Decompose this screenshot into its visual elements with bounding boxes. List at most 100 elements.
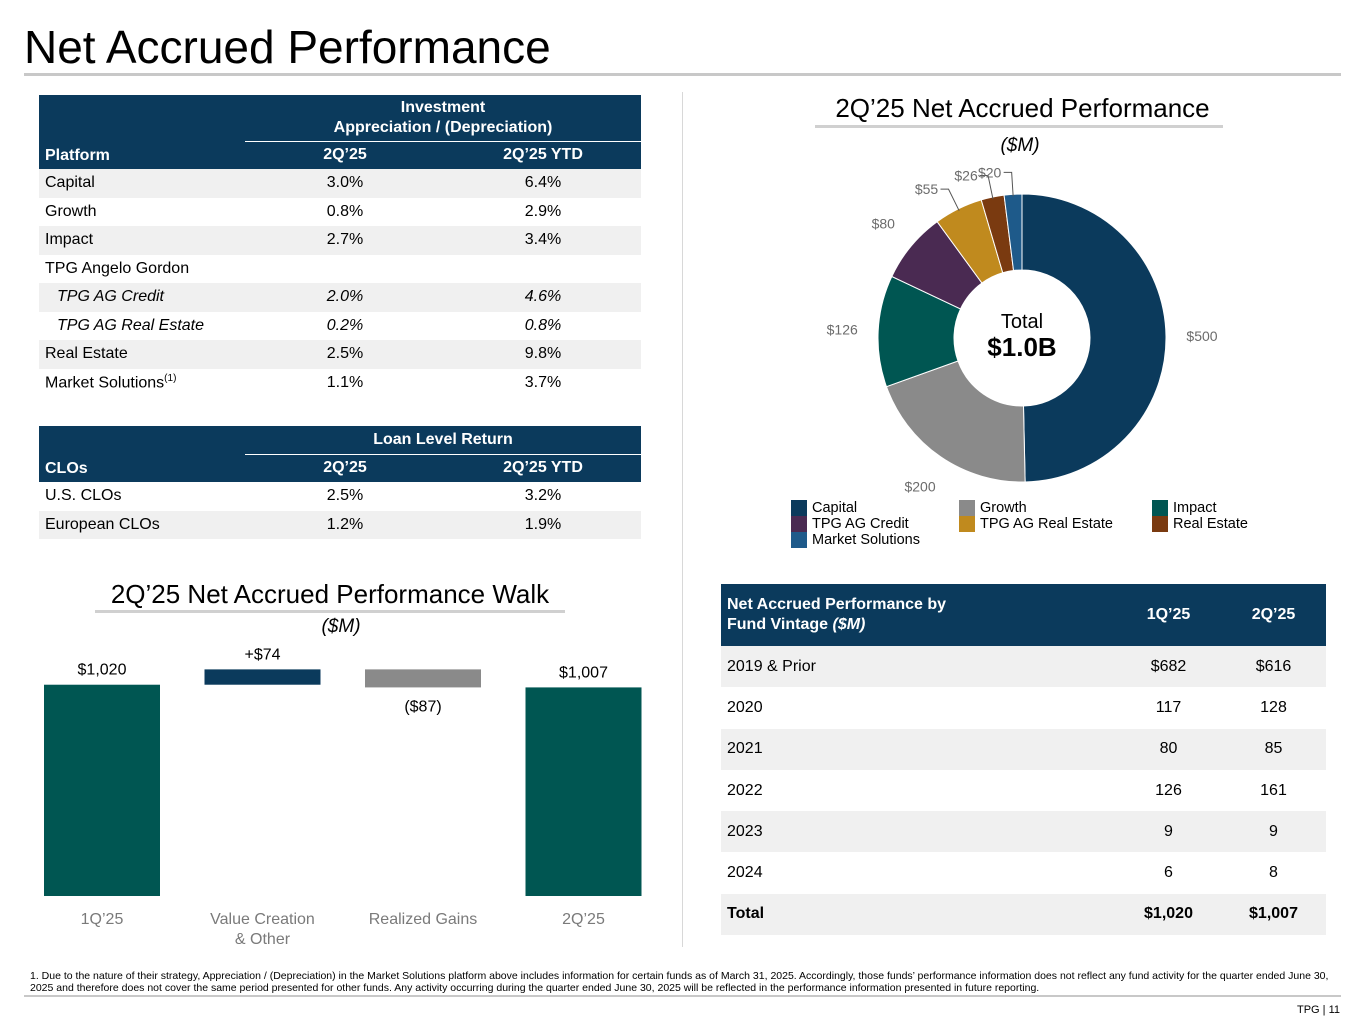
donut-value-label: $126 xyxy=(827,321,858,337)
legend-swatch xyxy=(959,500,975,516)
row-q1: 6 xyxy=(1164,864,1173,882)
legend-label: Real Estate xyxy=(1173,516,1248,532)
table-row: Real Estate 2.5% 9.8% xyxy=(39,340,641,369)
row-ytd: 3.2% xyxy=(524,487,562,505)
table-row: TPG Angelo Gordon xyxy=(39,255,641,284)
row-q2: $1,007 xyxy=(1221,893,1326,936)
row-label: 2020 xyxy=(727,698,763,716)
row-label: Market Solutions(1) xyxy=(39,369,245,398)
clo-return-table: Loan Level Return CLOs 2Q’25 2Q’25 YTD U… xyxy=(39,426,641,539)
footnote-marker: (1) xyxy=(164,373,177,385)
row-ytd: 9.8% xyxy=(445,340,641,369)
row-ytd: 4.6% xyxy=(445,283,641,312)
col-header-q: 2Q’25 xyxy=(245,454,445,482)
row-ytd xyxy=(445,255,641,284)
table-row-total: Total $1,020 $1,007 xyxy=(721,893,1326,936)
fund-vintage-table: Net Accrued Performance by Fund Vintage … xyxy=(721,584,1326,936)
row-q2: 8 xyxy=(1269,864,1278,882)
donut-value-label: $200 xyxy=(904,478,935,494)
row-ytd: 1.9% xyxy=(445,510,641,539)
table-row: 2021 80 85 xyxy=(721,728,1326,770)
row-label: Impact xyxy=(39,226,245,255)
table-row: 2024 6 8 xyxy=(721,852,1326,893)
walk-value-label: $1,007 xyxy=(559,664,608,681)
donut-slice-growth xyxy=(885,360,1026,483)
donut-value-label: $80 xyxy=(872,215,896,231)
walk-value-label: +$74 xyxy=(244,646,280,663)
row-label: 2023 xyxy=(721,811,1116,853)
walk-bar-1q-25 xyxy=(44,684,160,896)
walk-category-label: 1Q’25 xyxy=(81,911,124,928)
walk-value-label: $1,020 xyxy=(78,662,127,679)
row-q1: $682 xyxy=(1116,646,1221,688)
col-header-q: 2Q’25 xyxy=(245,141,445,169)
table-row: U.S. CLOs 2.5% 3.2% xyxy=(39,482,641,511)
legend-item-real-estate: Real Estate xyxy=(1152,516,1248,532)
donut-unit: ($M) xyxy=(1000,135,1040,156)
walk-bar-2q-25 xyxy=(525,687,642,896)
donut-leader-line xyxy=(940,188,960,211)
col-header-ytd: 2Q’25 YTD xyxy=(445,454,641,482)
donut-value-label: $26 xyxy=(954,168,978,184)
table-row: Market Solutions(1) 1.1% 3.7% xyxy=(39,369,641,398)
table-row: 2022 126 161 xyxy=(721,770,1326,811)
table-header-blank xyxy=(39,95,245,141)
legend-item-ag-real-estate: TPG AG Real Estate xyxy=(959,516,1113,532)
footer-divider xyxy=(24,995,1341,997)
table-row: 2020 117 128 xyxy=(721,687,1326,728)
row-q2: 128 xyxy=(1260,698,1287,716)
row-q xyxy=(245,255,445,284)
row-q: 0.8% xyxy=(326,202,364,220)
walk-chart: $1,020 +$74 ($87) $1,007 1Q’25 Value Creatio… xyxy=(44,646,642,948)
donut-title-rule xyxy=(815,125,1223,128)
row-q: 2.0% xyxy=(245,283,445,312)
row-ytd: 3.4% xyxy=(445,226,641,255)
legend-swatch xyxy=(1152,516,1168,532)
walk-title-rule xyxy=(95,610,565,613)
legend-item-impact: Impact xyxy=(1152,500,1217,516)
col-header-q2: 2Q’25 xyxy=(1221,584,1326,646)
table-row: 2023 9 9 xyxy=(721,811,1326,853)
legend-item-ag-credit: TPG AG Credit xyxy=(791,516,909,532)
donut-slice-market-solutions xyxy=(1003,193,1023,272)
row-q1: 117 xyxy=(1155,698,1182,716)
donut-slice-capital xyxy=(1021,193,1167,483)
row-label: Growth xyxy=(45,202,97,220)
row-label: TPG AG Real Estate xyxy=(57,316,205,334)
legend-swatch xyxy=(791,532,807,548)
row-q: 0.2% xyxy=(326,316,364,334)
col-header-q1: 1Q’25 xyxy=(1116,584,1221,646)
donut-center-label: Total xyxy=(1001,311,1043,333)
donut-value-label: $20 xyxy=(978,164,1002,180)
legend-label: TPG AG Real Estate xyxy=(980,516,1113,532)
walk-bar-realized-gains xyxy=(365,669,481,688)
row-ytd: 3.7% xyxy=(524,373,562,391)
row-q2: $616 xyxy=(1221,646,1326,688)
legend-label: Impact xyxy=(1173,500,1217,516)
investment-appreciation-table: Investment Appreciation / (Depreciation)… xyxy=(39,95,641,397)
row-q1: 126 xyxy=(1155,781,1182,799)
col-header-platform: Platform xyxy=(39,141,245,169)
legend-swatch xyxy=(959,516,975,532)
legend-label: TPG AG Credit xyxy=(812,516,909,532)
table-group-header: Loan Level Return xyxy=(245,426,641,455)
row-q1: $1,020 xyxy=(1116,893,1221,936)
walk-unit: ($M) xyxy=(321,616,361,637)
table-row: TPG AG Real Estate 0.2% 0.8% xyxy=(39,312,641,341)
donut-value-label: $500 xyxy=(1186,328,1217,344)
legend-item-market-solutions: Market Solutions xyxy=(791,532,920,548)
walk-bar-value-creation-other xyxy=(204,669,321,685)
donut-chart: $500 $200 $126 $80 $55 $26 $20 Total $1.0B xyxy=(827,164,1218,494)
row-q2: 85 xyxy=(1221,728,1326,770)
legend-swatch xyxy=(791,516,807,532)
row-label: European CLOs xyxy=(39,510,245,539)
row-label: 2022 xyxy=(727,781,763,799)
donut-chart-title: 2Q’25 Net Accrued Performance xyxy=(835,93,1210,123)
page-number: TPG | 11 xyxy=(1296,1004,1340,1016)
row-q1: 9 xyxy=(1116,811,1221,853)
row-q: 3.0% xyxy=(245,169,445,198)
walk-category-label: 2Q’25 xyxy=(562,911,605,928)
title-divider xyxy=(24,73,1341,76)
table-header-blank xyxy=(39,426,245,454)
walk-category-label: & Other xyxy=(235,931,291,948)
